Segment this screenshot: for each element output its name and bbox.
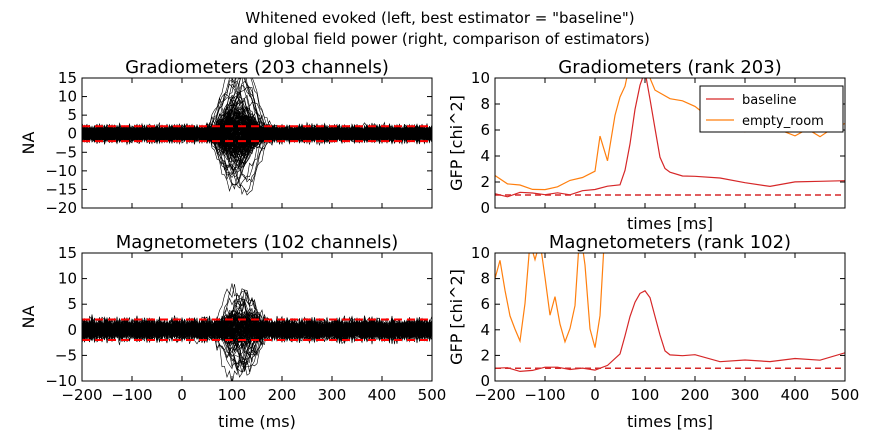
y-tick-label: 10 <box>58 88 77 106</box>
panel-3: −10 −5 0 5 10 15 −200 −100 0 100 200 300 400 500 Magne… <box>19 232 446 431</box>
x-tick-label: −200 <box>474 386 515 404</box>
y-tick-label: 5 <box>67 295 77 313</box>
y-tick-label: −10 <box>45 162 77 180</box>
legend: baseline empty_room <box>699 85 844 133</box>
channel-trace <box>82 315 432 347</box>
y-tick-label: 4 <box>480 321 490 339</box>
series-line-baseline <box>495 78 845 198</box>
y-axis-label: GFP [chi^2] <box>447 269 466 365</box>
panel-title: Gradiometers (203 channels) <box>125 57 389 78</box>
x-tick-label: 300 <box>731 386 760 404</box>
panel-title: Gradiometers (rank 203) <box>558 57 781 78</box>
axes-frame <box>81 77 433 209</box>
panel-title: Magnetometers (102 channels) <box>116 232 399 253</box>
figure-title-line2: and global field power (right, compariso… <box>230 30 650 48</box>
axes-frame <box>494 77 846 209</box>
y-tick-label: −5 <box>55 143 77 161</box>
legend-box <box>699 85 844 133</box>
x-tick-label: 0 <box>590 386 600 404</box>
y-tick-label: 2 <box>480 346 490 364</box>
axes-frame <box>81 252 433 382</box>
y-tick-label: 15 <box>58 69 77 87</box>
figure-title-line1: Whitened evoked (left, best estimator = … <box>245 9 634 27</box>
y-tick-label: 10 <box>471 69 490 87</box>
x-tick-label: 400 <box>781 386 810 404</box>
plot-area <box>495 253 845 373</box>
y-tick-label: 0 <box>480 372 490 390</box>
x-tick-label: 0 <box>177 386 187 404</box>
panel-title: Magnetometers (rank 102) <box>549 232 791 253</box>
x-tick-label: −200 <box>61 386 102 404</box>
y-tick-label: 10 <box>58 270 77 288</box>
y-axis-label: NA <box>19 305 38 328</box>
plot-area <box>82 78 432 196</box>
y-tick-label: 0 <box>67 125 77 143</box>
legend-label-empty_room: empty_room <box>742 114 824 129</box>
x-tick-label: 500 <box>418 386 447 404</box>
y-tick-label: −5 <box>55 346 77 364</box>
series-line-baseline <box>495 290 845 373</box>
series-line-empty_room <box>495 253 605 348</box>
y-tick-label: 6 <box>480 121 490 139</box>
y-tick-label: 15 <box>58 244 77 262</box>
channel-trace <box>82 291 432 342</box>
x-tick-label: 200 <box>268 386 297 404</box>
y-tick-label: −20 <box>45 199 77 217</box>
x-tick-label: 100 <box>631 386 660 404</box>
y-tick-label: 6 <box>480 295 490 313</box>
y-tick-label: −10 <box>45 372 77 390</box>
x-tick-label: 200 <box>681 386 710 404</box>
plot-area <box>82 283 432 381</box>
x-tick-label: 500 <box>831 386 860 404</box>
panel-4: 0 2 4 6 8 10 −200 −100 0 100 200 300 400 500 Magnetome… <box>447 232 860 431</box>
y-tick-label: 8 <box>480 270 490 288</box>
y-axis-label: GFP [chi^2] <box>447 95 466 191</box>
y-tick-label: 2 <box>480 173 490 191</box>
y-tick-label: 5 <box>67 106 77 124</box>
y-tick-label: 8 <box>480 95 490 113</box>
legend-label-baseline: baseline <box>742 93 796 108</box>
x-tick-label: 300 <box>318 386 347 404</box>
y-tick-label: 4 <box>480 147 490 165</box>
x-axis-label: times [ms] <box>627 412 713 431</box>
y-tick-label: 0 <box>480 199 490 217</box>
y-tick-label: −15 <box>45 180 77 198</box>
x-axis-label: times [ms] <box>627 214 713 233</box>
x-tick-label: 400 <box>368 386 397 404</box>
channel-trace <box>82 106 432 142</box>
panel-2: 0 2 4 6 8 10 Gradiometers (rank 203) times [ms]… <box>447 57 846 233</box>
channel-trace <box>82 116 432 143</box>
y-axis-label: NA <box>19 131 38 154</box>
x-tick-label: 100 <box>218 386 247 404</box>
x-tick-label: −100 <box>111 386 152 404</box>
x-axis-label: time (ms) <box>218 412 296 431</box>
x-tick-label: −100 <box>524 386 565 404</box>
y-tick-label: 10 <box>471 244 490 262</box>
y-tick-label: 0 <box>67 321 77 339</box>
axes-frame <box>494 252 846 382</box>
channel-trace <box>82 316 432 353</box>
channel-trace <box>82 124 432 163</box>
